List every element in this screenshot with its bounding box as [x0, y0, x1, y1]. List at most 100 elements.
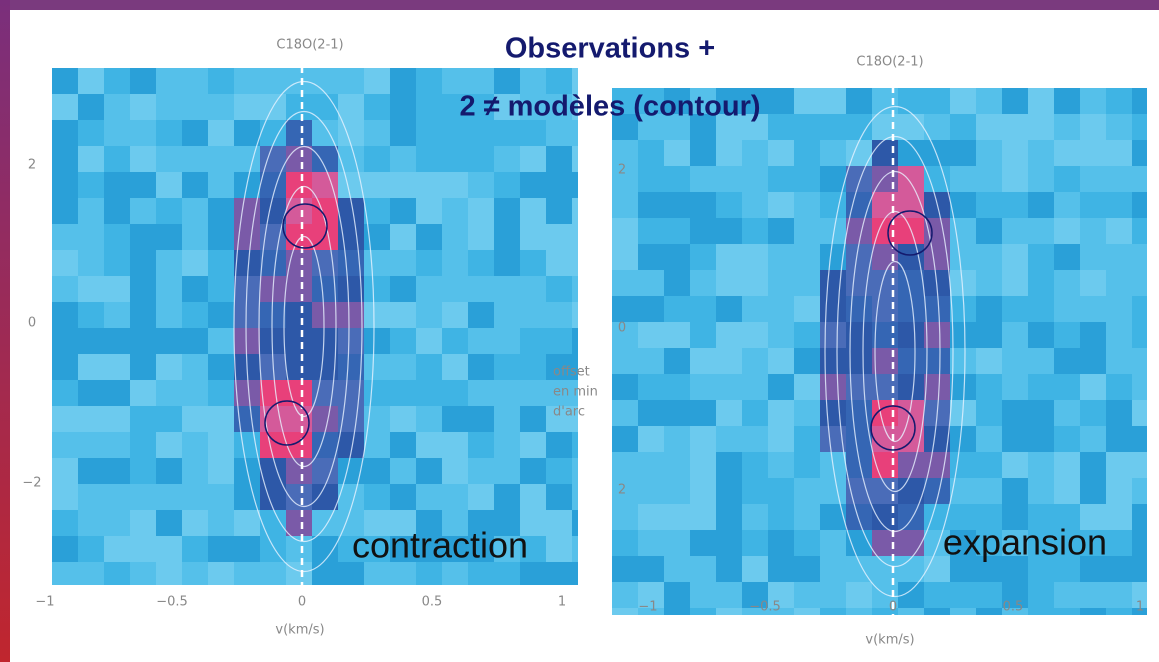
heatmap-cell	[442, 302, 468, 328]
heatmap-cell	[846, 504, 872, 530]
heatmap-cell	[846, 400, 872, 426]
heatmap-cell	[664, 270, 690, 296]
heatmap-cell	[468, 354, 494, 380]
heatmap-cell	[690, 244, 716, 270]
heatmap-cell	[312, 484, 338, 510]
heatmap-cell	[638, 218, 664, 244]
heatmap-cell	[52, 536, 78, 562]
heatmap-cell	[1002, 140, 1028, 166]
heatmap-cell	[156, 510, 182, 536]
heatmap-cell	[1028, 296, 1054, 322]
heatmap-cell	[208, 380, 234, 406]
heatmap-cell	[442, 510, 468, 536]
heatmap-cell	[442, 328, 468, 354]
heatmap-cell	[1002, 582, 1028, 608]
heatmap-cell	[546, 302, 572, 328]
heatmap-cell	[1028, 374, 1054, 400]
heatmap-cell	[364, 354, 390, 380]
heatmap-cell	[416, 484, 442, 510]
heatmap-cell	[494, 224, 520, 250]
heatmap-cell	[1028, 192, 1054, 218]
heatmap-cell	[976, 114, 1002, 140]
heatmap-cell	[768, 608, 794, 615]
heatmap-cell	[494, 484, 520, 510]
heatmap-cell	[182, 458, 208, 484]
heatmap-cell	[664, 244, 690, 270]
heatmap-cell	[1106, 478, 1132, 504]
heatmap-cell	[612, 374, 638, 400]
contour	[849, 170, 941, 533]
heatmap-cell	[104, 198, 130, 224]
heatmap-cell	[794, 608, 820, 615]
heatmap-cell	[156, 562, 182, 585]
heatmap-cell	[794, 348, 820, 374]
heatmap-cell	[1002, 478, 1028, 504]
heatmap-cell	[690, 114, 716, 140]
heatmap-cell	[1132, 192, 1147, 218]
heatmap-cell	[716, 374, 742, 400]
heatmap-cell	[1028, 530, 1054, 556]
marker-circle	[870, 405, 916, 451]
heatmap-cell	[846, 166, 872, 192]
heatmap-cell	[768, 218, 794, 244]
heatmap-cell	[794, 192, 820, 218]
heatmap-cell	[898, 556, 924, 582]
heatmap-cell	[690, 88, 716, 114]
heatmap-cell	[208, 198, 234, 224]
heatmap-cell	[664, 296, 690, 322]
heatmap-cell	[468, 146, 494, 172]
heatmap-cell	[638, 608, 664, 615]
heatmap-cell	[520, 458, 546, 484]
heatmap-cell	[208, 250, 234, 276]
heatmap-cell	[1132, 218, 1147, 244]
heatmap-cell	[182, 94, 208, 120]
heatmap-cell	[442, 354, 468, 380]
heatmap-cell	[1080, 452, 1106, 478]
heatmap-cell	[546, 432, 572, 458]
heatmap-cell	[520, 120, 546, 146]
heatmap-cell	[846, 478, 872, 504]
heatmap-cell	[78, 146, 104, 172]
heatmap-cell	[950, 114, 976, 140]
heatmap-cell	[338, 68, 364, 94]
heatmap-cell	[390, 146, 416, 172]
heatmap-cell	[156, 432, 182, 458]
heatmap-cell	[286, 68, 312, 94]
heatmap-cell	[1106, 140, 1132, 166]
heatmap-cell	[664, 374, 690, 400]
heatmap-cell	[234, 380, 260, 406]
heatmap-cell	[742, 114, 768, 140]
heatmap-cell	[182, 198, 208, 224]
heatmap-cell	[1002, 88, 1028, 114]
heatmap-cell	[638, 244, 664, 270]
heatmap-cell	[664, 114, 690, 140]
heatmap-cell	[768, 452, 794, 478]
heatmap-cell	[572, 146, 578, 172]
x-tick-label: 0.5	[1003, 600, 1024, 615]
heatmap-cell	[716, 88, 742, 114]
heatmap-cell	[390, 406, 416, 432]
heatmap-cell	[846, 88, 872, 114]
heatmap-cell	[950, 140, 976, 166]
heatmap-cell	[690, 530, 716, 556]
heatmap-cell	[442, 432, 468, 458]
contour	[824, 105, 966, 598]
heatmap-cell	[716, 582, 742, 608]
heatmap-cell	[390, 562, 416, 585]
heatmap-cell	[638, 400, 664, 426]
top-bar	[0, 0, 1159, 10]
heatmap-cell	[442, 94, 468, 120]
heatmap-cell	[612, 244, 638, 270]
heatmap-cell	[546, 120, 572, 146]
heatmap-cell	[390, 432, 416, 458]
heatmap-cell	[546, 250, 572, 276]
heatmap-cell	[182, 120, 208, 146]
heatmap-cell	[898, 244, 924, 270]
heatmap-cell	[52, 276, 78, 302]
heatmap-cell	[950, 166, 976, 192]
heatmap-cell	[768, 322, 794, 348]
heatmap-cell	[416, 276, 442, 302]
heatmap-cell	[794, 322, 820, 348]
heatmap-cell	[1054, 530, 1080, 556]
heatmap-cell	[130, 94, 156, 120]
